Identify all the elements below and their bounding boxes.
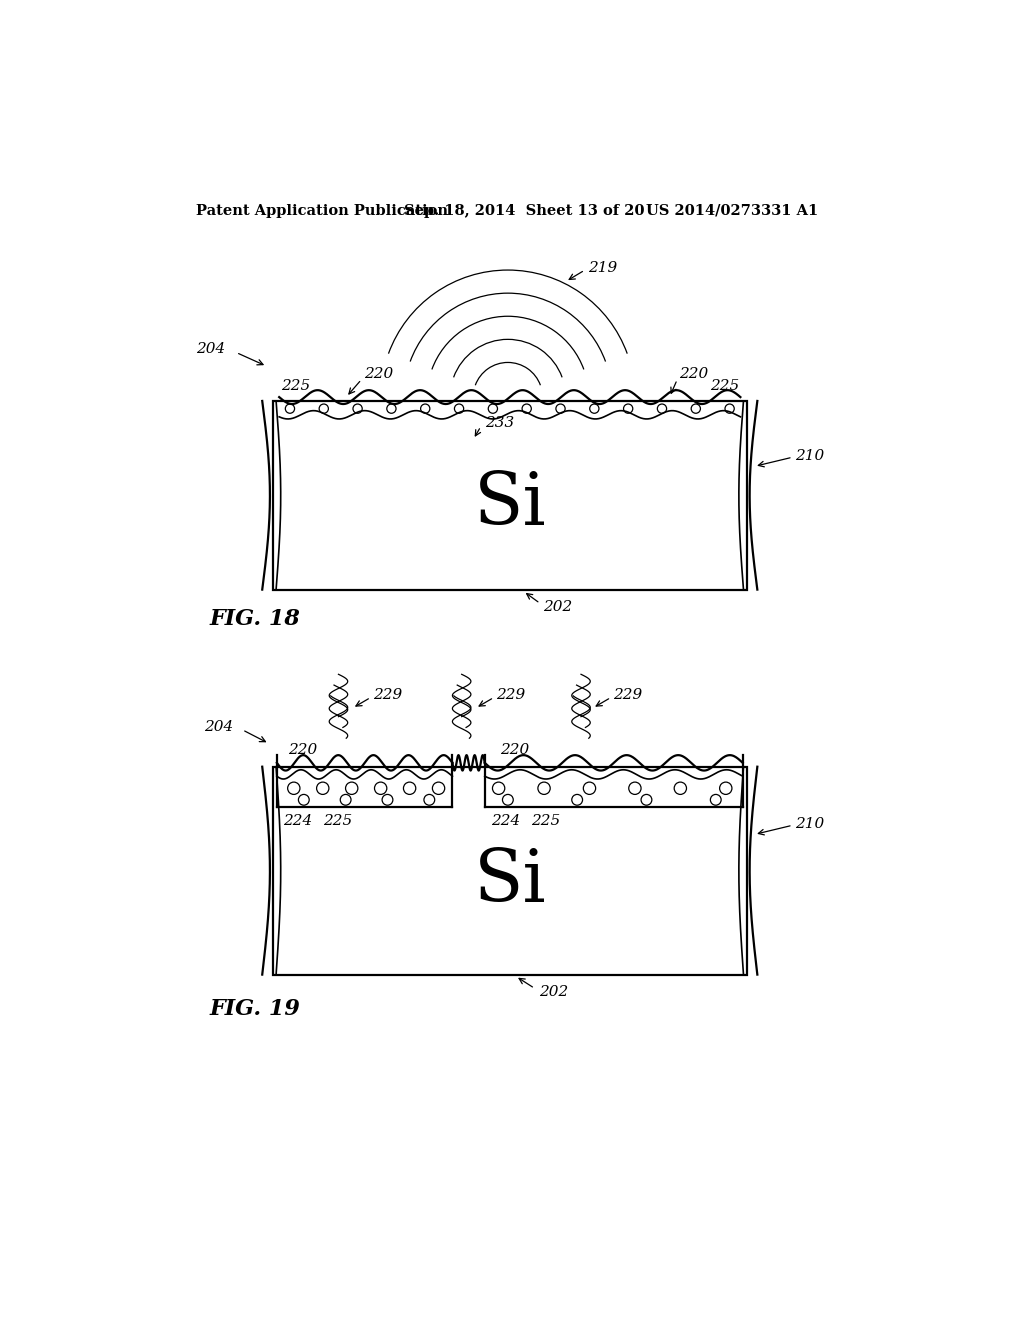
Bar [273,767,746,974]
Text: Sep. 18, 2014  Sheet 13 of 20: Sep. 18, 2014 Sheet 13 of 20 [403,203,644,218]
Text: Patent Application Publication: Patent Application Publication [196,203,449,218]
Text: 224: 224 [490,813,520,828]
Text: Si: Si [473,847,546,917]
Text: 225: 225 [281,379,310,392]
Text: 229: 229 [373,688,402,702]
Text: 225: 225 [710,379,739,392]
Text: 229: 229 [613,688,643,702]
Text: 224: 224 [283,813,312,828]
Text: 204: 204 [204,719,233,734]
Text: FIG. 19: FIG. 19 [209,998,300,1020]
Text: 233: 233 [484,416,514,430]
Text: 220: 220 [289,743,317,756]
Bar [273,401,746,590]
Text: 229: 229 [497,688,525,702]
Text: 225: 225 [323,813,352,828]
Text: US 2014/0273331 A1: US 2014/0273331 A1 [646,203,819,218]
Text: 220: 220 [364,367,393,381]
Text: 202: 202 [544,599,572,614]
Text: 210: 210 [795,817,824,830]
Text: 210: 210 [795,449,824,462]
Text: 220: 220 [500,743,529,756]
Text: 219: 219 [588,261,617,275]
Text: 204: 204 [196,342,225,356]
Text: 220: 220 [679,367,708,381]
Text: Si: Si [473,470,546,540]
Text: 225: 225 [531,813,560,828]
Text: 202: 202 [539,985,568,998]
Text: FIG. 18: FIG. 18 [209,609,300,630]
